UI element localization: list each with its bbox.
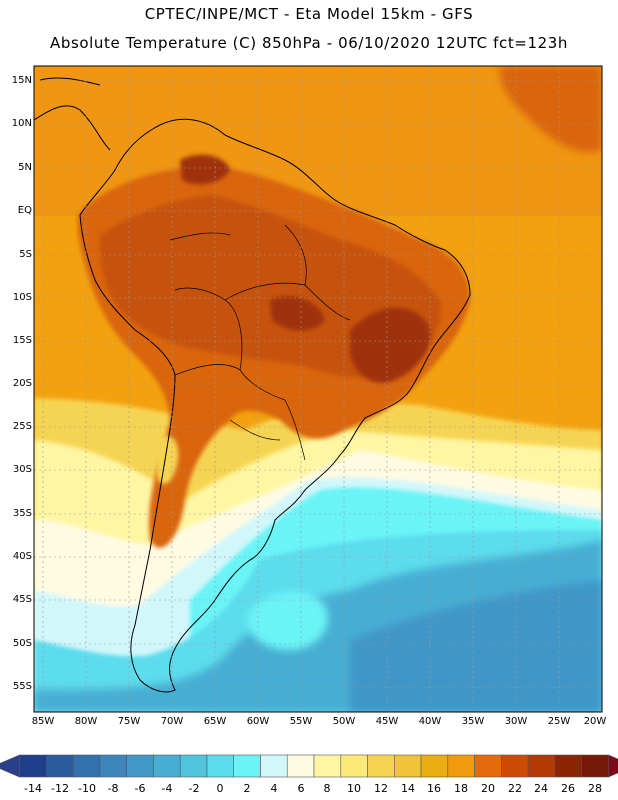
- lon-label: 75W: [117, 716, 141, 727]
- lon-label: 65W: [203, 716, 227, 727]
- colorbar-label: 18: [454, 782, 468, 795]
- lon-label: 50W: [332, 716, 356, 727]
- central-america-coastline: [34, 77, 111, 151]
- colorbar-swatch: [233, 754, 261, 778]
- lat-label: 40S: [12, 551, 32, 562]
- colorbar-swatch: [179, 754, 208, 778]
- colorbar-swatch: [367, 754, 395, 778]
- colorbar-label: 22: [508, 782, 522, 795]
- colorbar-label: 26: [561, 782, 575, 795]
- colorbar-label: 6: [297, 782, 305, 795]
- colorbar-swatch: [126, 754, 154, 778]
- lat-label: 45S: [12, 594, 32, 605]
- colorbar-over-arrow: [608, 754, 618, 778]
- colorbar-swatch: [19, 754, 47, 778]
- colorbar-swatch: [420, 754, 449, 778]
- colorbar-label: 4: [270, 782, 278, 795]
- colorbar-swatch: [99, 754, 128, 778]
- colorbar-swatch: [527, 754, 556, 778]
- map-title-line-2: Absolute Temperature (C) 850hPa - 06/10/…: [49, 34, 569, 52]
- land-hottest-region: [180, 154, 431, 384]
- lon-label: 45W: [375, 716, 399, 727]
- south-america-coastline: [79, 118, 471, 693]
- deep-blue-band: [350, 580, 602, 712]
- lat-label: 25S: [12, 421, 32, 432]
- northeast-hot-patch: [499, 66, 602, 152]
- colorbar-swatch: [286, 754, 315, 778]
- colorbar-swatch: [72, 754, 101, 778]
- colorbar-label: 16: [427, 782, 441, 795]
- lat-label: 15N: [11, 75, 32, 86]
- lon-label: 80W: [74, 716, 98, 727]
- colorbar-label: 12: [374, 782, 388, 795]
- cyan-patch-south-atlantic: [247, 591, 329, 650]
- colorbar-swatch: [206, 754, 235, 778]
- colorbar-label: -10: [78, 782, 96, 795]
- lat-label: EQ: [17, 205, 32, 216]
- lat-label: 30S: [12, 464, 32, 475]
- lon-label: 85W: [31, 716, 55, 727]
- colorbar-swatch: [474, 754, 502, 778]
- lon-label: 20W: [583, 716, 607, 727]
- colorbar-label: 2: [243, 782, 251, 795]
- lat-label: 55S: [12, 681, 32, 692]
- colorbar-label: 0: [216, 782, 224, 795]
- colorbar-swatch: [46, 754, 74, 778]
- continent-outline: [34, 77, 471, 693]
- colorbar-swatch: [554, 754, 583, 778]
- lat-label: 10S: [12, 292, 32, 303]
- colorbar-label: 8: [323, 782, 331, 795]
- colorbar-swatch: [393, 754, 422, 778]
- colorbar-label: -8: [107, 782, 119, 795]
- colorbar-label: -6: [134, 782, 146, 795]
- colorbar-swatch: [153, 754, 181, 778]
- colorbar-label: -14: [24, 782, 42, 795]
- lat-label: 5S: [19, 249, 32, 260]
- country-borders: [169, 224, 351, 461]
- colorbar-swatch: [313, 754, 342, 778]
- colorbar-label: -4: [161, 782, 173, 795]
- colorbar-swatch: [340, 754, 368, 778]
- colorbar-under-arrow: [0, 754, 20, 778]
- map-frame: [33, 65, 603, 713]
- colorbar-swatch: [581, 754, 609, 778]
- lon-label: 60W: [246, 716, 270, 727]
- lat-label: 10N: [11, 118, 32, 129]
- colorbar-label: -12: [51, 782, 69, 795]
- lat-label: 20S: [12, 378, 32, 389]
- colorbar-label: 20: [481, 782, 495, 795]
- lon-label: 25W: [547, 716, 571, 727]
- colorbar-label: -2: [188, 782, 200, 795]
- andes-cool-spot: [155, 436, 179, 484]
- lon-label: 40W: [418, 716, 442, 727]
- lon-label: 55W: [289, 716, 313, 727]
- colorbar-label: 10: [347, 782, 361, 795]
- lat-label: 15S: [12, 335, 32, 346]
- lon-label: 70W: [160, 716, 184, 727]
- lat-label: 5N: [18, 162, 32, 173]
- colorbar-swatch: [500, 754, 529, 778]
- lat-label: 35S: [12, 508, 32, 519]
- colorbar: [0, 754, 618, 778]
- colorbar-label: 24: [534, 782, 548, 795]
- colorbar-swatch: [447, 754, 475, 778]
- map-title-line-1: CPTEC/INPE/MCT - Eta Model 15km - GFS: [144, 5, 474, 23]
- colorbar-swatch: [260, 754, 288, 778]
- lon-label: 30W: [504, 716, 528, 727]
- lon-label: 35W: [461, 716, 485, 727]
- colorbar-label: 14: [401, 782, 415, 795]
- lat-label: 50S: [12, 638, 32, 649]
- colorbar-label: 28: [588, 782, 602, 795]
